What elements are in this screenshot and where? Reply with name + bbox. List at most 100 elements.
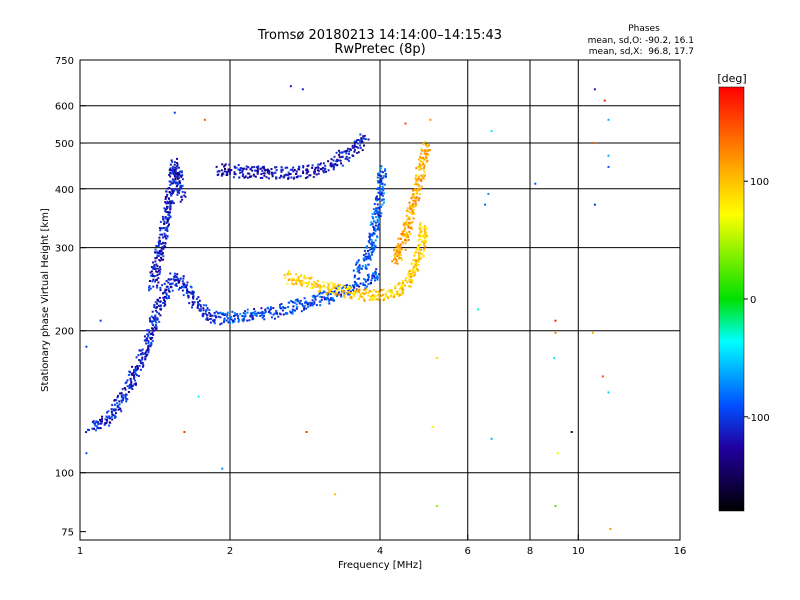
data-point xyxy=(222,173,225,176)
data-point xyxy=(91,427,94,430)
data-point xyxy=(359,282,362,285)
data-point xyxy=(417,187,420,190)
data-point xyxy=(170,194,173,197)
data-point xyxy=(417,239,420,242)
data-point xyxy=(195,297,198,300)
data-point xyxy=(261,314,264,317)
data-point xyxy=(253,174,256,177)
data-point xyxy=(155,263,158,266)
data-point xyxy=(148,285,151,288)
data-point xyxy=(246,308,249,311)
data-point xyxy=(221,163,224,166)
data-point xyxy=(149,320,151,323)
data-point xyxy=(371,242,374,245)
data-point xyxy=(196,301,199,304)
data-point xyxy=(357,151,360,154)
data-point xyxy=(270,168,273,170)
data-point xyxy=(150,343,153,346)
data-point xyxy=(352,269,355,272)
data-point xyxy=(415,167,418,170)
data-point xyxy=(169,180,172,183)
data-point xyxy=(216,170,219,173)
data-point xyxy=(398,254,401,257)
data-point xyxy=(177,166,180,169)
data-point xyxy=(155,317,158,320)
data-point xyxy=(408,216,411,219)
data-point xyxy=(357,269,360,272)
data-point xyxy=(377,181,380,184)
data-point xyxy=(243,167,246,170)
data-point xyxy=(198,299,201,302)
data-point xyxy=(378,223,380,226)
data-point xyxy=(418,175,421,178)
data-point xyxy=(340,293,342,296)
data-point xyxy=(356,270,359,273)
data-point xyxy=(174,279,177,281)
data-point xyxy=(173,171,176,174)
data-point xyxy=(268,310,271,313)
data-point xyxy=(302,276,305,279)
data-point xyxy=(147,349,150,352)
data-point xyxy=(169,216,172,219)
data-point xyxy=(361,265,364,268)
data-point xyxy=(317,284,320,287)
data-point xyxy=(308,301,311,304)
data-point xyxy=(354,145,356,148)
data-point xyxy=(334,163,337,166)
data-point xyxy=(384,169,386,172)
data-point xyxy=(424,140,427,143)
data-point xyxy=(166,230,169,232)
data-point xyxy=(417,269,420,272)
data-point xyxy=(94,429,97,432)
data-point xyxy=(420,253,423,255)
data-point xyxy=(335,151,338,154)
data-point xyxy=(147,340,150,343)
data-point xyxy=(347,288,350,290)
data-point xyxy=(299,299,302,302)
data-point xyxy=(338,291,341,294)
data-point xyxy=(323,167,326,170)
data-point xyxy=(377,174,380,176)
data-point xyxy=(210,317,213,320)
data-point xyxy=(226,173,229,176)
data-point xyxy=(391,260,394,263)
data-point xyxy=(203,118,206,121)
data-point xyxy=(343,150,346,153)
data-point xyxy=(179,184,182,187)
data-point xyxy=(145,339,148,342)
data-point xyxy=(422,255,425,258)
data-point xyxy=(164,196,167,198)
data-point xyxy=(414,199,416,202)
data-point xyxy=(105,420,108,423)
data-point xyxy=(146,349,149,352)
data-point xyxy=(217,312,220,315)
data-point xyxy=(168,278,171,281)
data-point xyxy=(356,261,359,263)
data-point xyxy=(275,312,278,315)
data-point xyxy=(136,365,139,367)
data-point xyxy=(155,324,157,327)
data-point xyxy=(380,175,383,177)
data-point xyxy=(120,410,123,413)
data-point xyxy=(176,175,179,178)
data-point xyxy=(333,287,336,289)
data-point xyxy=(178,189,181,192)
data-point xyxy=(193,301,196,304)
data-point xyxy=(162,236,165,239)
data-point xyxy=(293,169,296,171)
data-point xyxy=(108,421,111,424)
data-point xyxy=(192,297,195,300)
data-point xyxy=(165,297,168,300)
data-point xyxy=(419,252,421,255)
data-point xyxy=(330,162,333,165)
data-point xyxy=(297,277,300,280)
data-point xyxy=(289,272,292,275)
data-point xyxy=(380,181,383,184)
data-point xyxy=(398,250,401,253)
data-point xyxy=(417,247,420,250)
data-point xyxy=(377,191,380,194)
data-point xyxy=(325,170,327,173)
data-point xyxy=(371,296,374,299)
data-point xyxy=(398,244,401,247)
data-point xyxy=(413,251,416,254)
